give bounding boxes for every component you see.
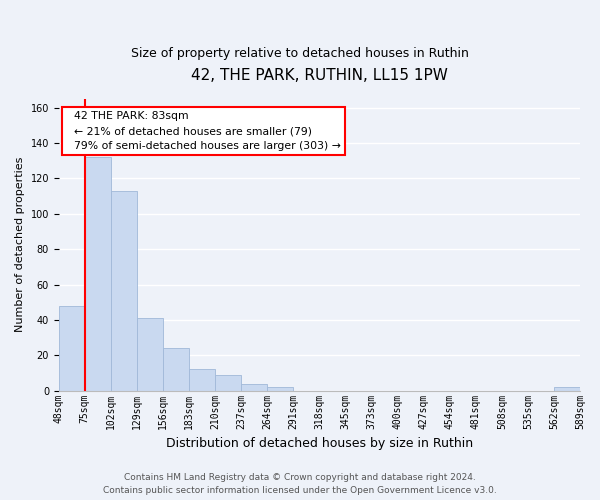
- Bar: [241, 384, 267, 390]
- Bar: [163, 348, 189, 391]
- X-axis label: Distribution of detached houses by size in Ruthin: Distribution of detached houses by size …: [166, 437, 473, 450]
- Text: Contains HM Land Registry data © Crown copyright and database right 2024.
Contai: Contains HM Land Registry data © Crown c…: [103, 474, 497, 495]
- Bar: [85, 158, 111, 390]
- Title: 42, THE PARK, RUTHIN, LL15 1PW: 42, THE PARK, RUTHIN, LL15 1PW: [191, 68, 448, 82]
- Bar: [137, 318, 163, 390]
- Text: 42 THE PARK: 83sqm
  ← 21% of detached houses are smaller (79)
  79% of semi-det: 42 THE PARK: 83sqm ← 21% of detached hou…: [67, 112, 340, 151]
- Text: Size of property relative to detached houses in Ruthin: Size of property relative to detached ho…: [131, 48, 469, 60]
- Bar: [215, 374, 241, 390]
- Y-axis label: Number of detached properties: Number of detached properties: [15, 157, 25, 332]
- Bar: [267, 387, 293, 390]
- Bar: [189, 370, 215, 390]
- Bar: [554, 387, 580, 390]
- Bar: [111, 191, 137, 390]
- Bar: [59, 306, 85, 390]
